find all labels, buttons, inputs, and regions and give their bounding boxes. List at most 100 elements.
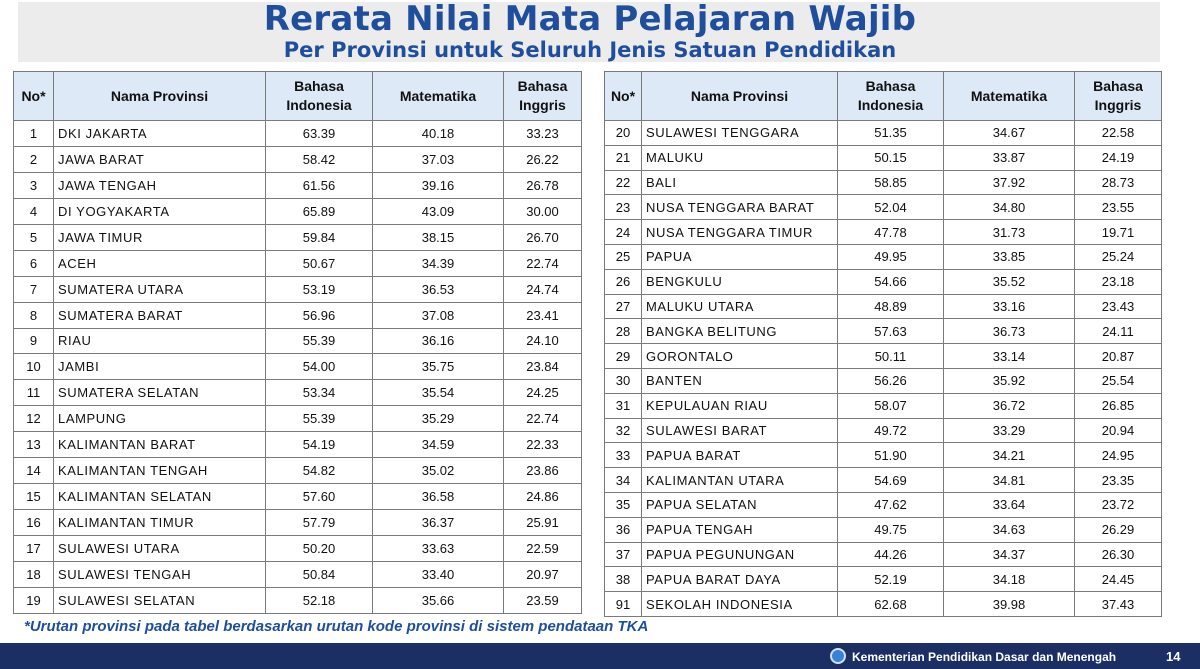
header-bahasa-indonesia-line2: Indonesia <box>286 97 352 113</box>
score-bahasa-inggris: 26.30 <box>1074 541 1162 568</box>
header-province: Nama Provinsi <box>53 71 266 121</box>
province-name: JAWA TIMUR <box>53 223 266 251</box>
score-bahasa-inggris: 24.10 <box>503 327 582 355</box>
province-name: SUMATERA UTARA <box>53 275 266 303</box>
table-row: 22 BALI 58.85 37.92 28.73 <box>604 169 1162 196</box>
province-name: KALIMANTAN BARAT <box>53 431 266 459</box>
score-bahasa-inggris: 22.33 <box>503 431 582 459</box>
score-bahasa-inggris: 25.24 <box>1074 243 1162 270</box>
row-number: 15 <box>13 483 54 511</box>
title-band <box>18 2 1160 62</box>
table-header-row: No* Nama Provinsi Bahasa Indonesia Matema… <box>604 71 1162 121</box>
row-number: 27 <box>604 293 642 320</box>
row-number: 37 <box>604 541 642 568</box>
province-name: BANTEN <box>641 367 838 394</box>
province-name: SULAWESI TENGGARA <box>641 120 838 146</box>
score-bahasa-inggris: 37.43 <box>1074 591 1162 617</box>
table-row: 12 LAMPUNG 55.39 35.29 22.74 <box>13 405 582 433</box>
score-bahasa-indonesia: 51.35 <box>837 120 944 146</box>
table-row: 37 PAPUA PEGUNUNGAN 44.26 34.37 26.30 <box>604 541 1162 568</box>
score-matematika: 38.15 <box>372 223 504 251</box>
score-bahasa-indonesia: 59.84 <box>265 223 373 251</box>
row-number: 11 <box>13 379 54 407</box>
score-matematika: 34.59 <box>372 431 504 459</box>
province-name: PAPUA PEGUNUNGAN <box>641 541 838 568</box>
row-number: 9 <box>13 327 54 355</box>
score-bahasa-indonesia: 52.04 <box>837 194 944 221</box>
header-bahasa-inggris-line1: Bahasa <box>1093 78 1143 94</box>
score-matematika: 35.92 <box>943 367 1075 394</box>
row-number: 36 <box>604 516 642 543</box>
score-matematika: 35.29 <box>372 405 504 433</box>
score-bahasa-indonesia: 54.69 <box>837 467 944 493</box>
score-bahasa-inggris: 28.73 <box>1074 169 1162 196</box>
score-bahasa-inggris: 26.22 <box>503 145 582 173</box>
score-bahasa-indonesia: 51.90 <box>837 442 944 469</box>
score-bahasa-inggris: 24.19 <box>1074 144 1162 171</box>
province-name: SULAWESI SELATAN <box>53 586 266 614</box>
row-number: 19 <box>13 586 54 614</box>
score-bahasa-inggris: 22.74 <box>503 405 582 433</box>
header-matematika: Matematika <box>372 71 504 121</box>
row-number: 30 <box>604 367 642 394</box>
score-matematika: 33.40 <box>372 560 504 588</box>
score-bahasa-inggris: 26.70 <box>503 223 582 251</box>
province-name: KALIMANTAN UTARA <box>641 467 838 493</box>
row-number: 18 <box>13 560 54 588</box>
row-number: 5 <box>13 223 54 251</box>
score-bahasa-indonesia: 57.79 <box>265 509 373 536</box>
province-name: NUSA TENGGARA BARAT <box>641 194 838 221</box>
score-bahasa-inggris: 25.91 <box>503 509 582 536</box>
table-row: 20 SULAWESI TENGGARA 51.35 34.67 22.58 <box>604 120 1162 146</box>
score-bahasa-indonesia: 57.60 <box>265 483 373 511</box>
table-row: 25 PAPUA 49.95 33.85 25.24 <box>604 243 1162 270</box>
row-number: 1 <box>13 120 54 147</box>
table-header-row: No* Nama Provinsi Bahasa Indonesia Matema… <box>13 71 582 121</box>
score-bahasa-inggris: 26.85 <box>1074 392 1162 419</box>
score-bahasa-inggris: 22.59 <box>503 535 582 562</box>
header-bahasa-indonesia-line1: Bahasa <box>294 78 344 94</box>
province-name: SULAWESI TENGAH <box>53 560 266 588</box>
header-bahasa-inggris-line2: Inggris <box>519 97 566 113</box>
score-bahasa-indonesia: 61.56 <box>265 171 373 199</box>
score-bahasa-indonesia: 44.26 <box>837 541 944 568</box>
row-number: 13 <box>13 431 54 459</box>
table-row: 24 NUSA TENGGARA TIMUR 47.78 31.73 19.71 <box>604 219 1162 245</box>
score-bahasa-inggris: 26.78 <box>503 171 582 199</box>
province-name: NUSA TENGGARA TIMUR <box>641 219 838 245</box>
score-bahasa-inggris: 22.58 <box>1074 120 1162 146</box>
score-matematika: 35.54 <box>372 379 504 407</box>
score-matematika: 35.02 <box>372 457 504 485</box>
province-name: LAMPUNG <box>53 405 266 433</box>
header-bahasa-inggris: Bahasa Inggris <box>503 71 582 121</box>
province-name: BENGKULU <box>641 268 838 295</box>
table-row: 6 ACEH 50.67 34.39 22.74 <box>13 249 582 277</box>
score-bahasa-indonesia: 50.67 <box>265 249 373 277</box>
province-name: JAWA TENGAH <box>53 171 266 199</box>
score-matematika: 36.58 <box>372 483 504 511</box>
header-bahasa-indonesia-line2: Indonesia <box>857 97 924 113</box>
row-number: 29 <box>604 343 642 369</box>
row-number: 16 <box>13 509 54 536</box>
score-matematika: 36.72 <box>943 392 1075 419</box>
table-row: 35 PAPUA SELATAN 47.62 33.64 23.72 <box>604 491 1162 518</box>
score-bahasa-inggris: 23.84 <box>503 353 582 381</box>
score-matematika: 34.63 <box>943 516 1075 543</box>
row-number: 20 <box>604 120 642 146</box>
table-row: 11 SUMATERA SELATAN 53.34 35.54 24.25 <box>13 379 582 407</box>
score-bahasa-inggris: 20.87 <box>1074 343 1162 369</box>
score-bahasa-indonesia: 58.07 <box>837 392 944 419</box>
ministry-logo-icon <box>830 648 846 664</box>
score-matematika: 33.16 <box>943 293 1075 320</box>
row-number: 22 <box>604 169 642 196</box>
table-row: 36 PAPUA TENGAH 49.75 34.63 26.29 <box>604 516 1162 543</box>
province-name: KEPULAUAN RIAU <box>641 392 838 419</box>
header-bahasa-inggris: Bahasa Inggris <box>1074 71 1162 121</box>
score-bahasa-inggris: 24.25 <box>503 379 582 407</box>
province-name: SULAWESI UTARA <box>53 535 266 562</box>
table-row: 15 KALIMANTAN SELATAN 57.60 36.58 24.86 <box>13 483 582 511</box>
score-bahasa-indonesia: 65.89 <box>265 197 373 225</box>
province-name: PAPUA BARAT <box>641 442 838 469</box>
province-name: ACEH <box>53 249 266 277</box>
score-bahasa-inggris: 24.45 <box>1074 566 1162 593</box>
